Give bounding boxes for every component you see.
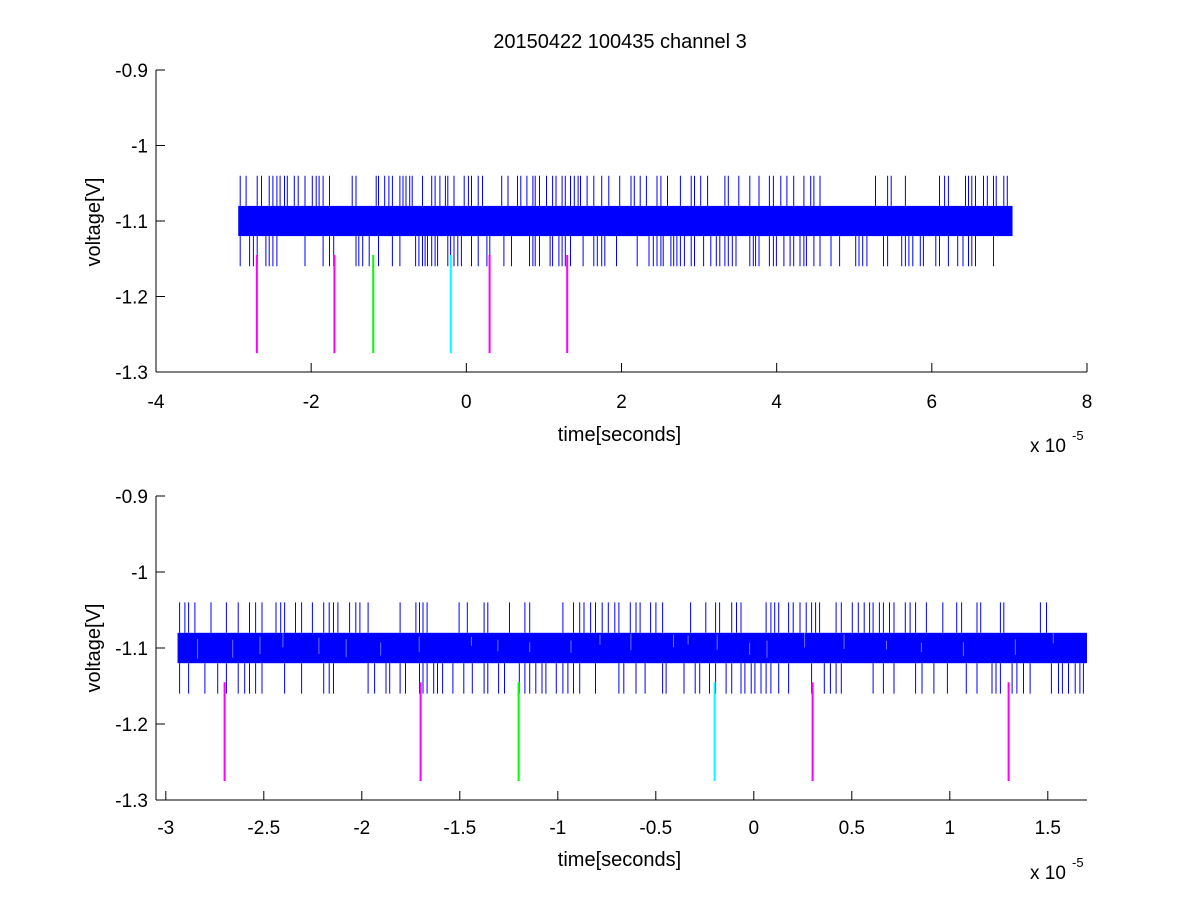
signal-core-band: [177, 632, 1087, 664]
y-tick-label: -1: [131, 137, 148, 158]
x-tick-label: 1: [945, 818, 956, 839]
x-axis-label: time[seconds]: [558, 849, 681, 871]
y-axis-label: voltage[V]: [83, 178, 105, 267]
x-tick-label: -1: [549, 818, 566, 839]
x-tick-label: -2: [303, 392, 320, 413]
y-tick-label: -1: [131, 563, 148, 584]
y-tick-label: -1.1: [115, 212, 148, 233]
x-tick-label: 0: [749, 818, 760, 839]
y-tick-label: -1.2: [115, 288, 148, 309]
y-tick-label: -0.9: [115, 61, 148, 82]
x-tick-label: -2.5: [247, 818, 280, 839]
x-tick-label: -4: [148, 392, 165, 413]
x-tick-label: 0.5: [839, 818, 865, 839]
x-tick-label: 2: [616, 392, 627, 413]
signal-spikes: [239, 175, 1008, 267]
x-tick-label: -1.5: [443, 818, 476, 839]
signal-band-gaps: [197, 632, 1054, 659]
signal-series: [177, 602, 1087, 694]
subplot-top: -1.3 -1.2 -1.1 -1 -0.9 -4 -2 0 2 4 6 8 time[seconds]…: [83, 61, 1092, 457]
x-tick-label: -2: [353, 818, 370, 839]
x-tick-label: 0: [461, 392, 472, 413]
signal-series: [238, 175, 1013, 267]
y-axis-label: voltage[V]: [83, 604, 105, 693]
signal-spikes: [179, 602, 1084, 694]
x-axis-multiplier-exponent: -5: [1072, 855, 1084, 870]
y-tick-label: -1.1: [115, 639, 148, 660]
x-axis-multiplier-exponent: -5: [1072, 428, 1084, 443]
x-tick-label: 1.5: [1035, 818, 1061, 839]
x-tick-label: 4: [771, 392, 782, 413]
x-tick-label: 8: [1082, 392, 1093, 413]
x-axis-multiplier: x 10: [1030, 863, 1066, 884]
figure-title: 20150422 100435 channel 3: [493, 31, 747, 53]
x-axis-label: time[seconds]: [558, 424, 681, 446]
y-tick-label: -1.3: [115, 791, 148, 812]
x-tick-label: 6: [927, 392, 938, 413]
subplot-bottom: -1.3 -1.2 -1.1 -1 -0.9 -3 -2.5 -2 -1.5 -1 -0.5 0 0.5…: [83, 487, 1087, 884]
y-tick-label: -1.3: [115, 363, 148, 384]
y-tick-label: -1.2: [115, 715, 148, 736]
y-tick-label: -0.9: [115, 487, 148, 508]
signal-core-band: [238, 205, 1013, 237]
x-axis-multiplier: x 10: [1030, 436, 1066, 457]
x-tick-label: -0.5: [639, 818, 672, 839]
x-tick-label: -3: [157, 818, 174, 839]
